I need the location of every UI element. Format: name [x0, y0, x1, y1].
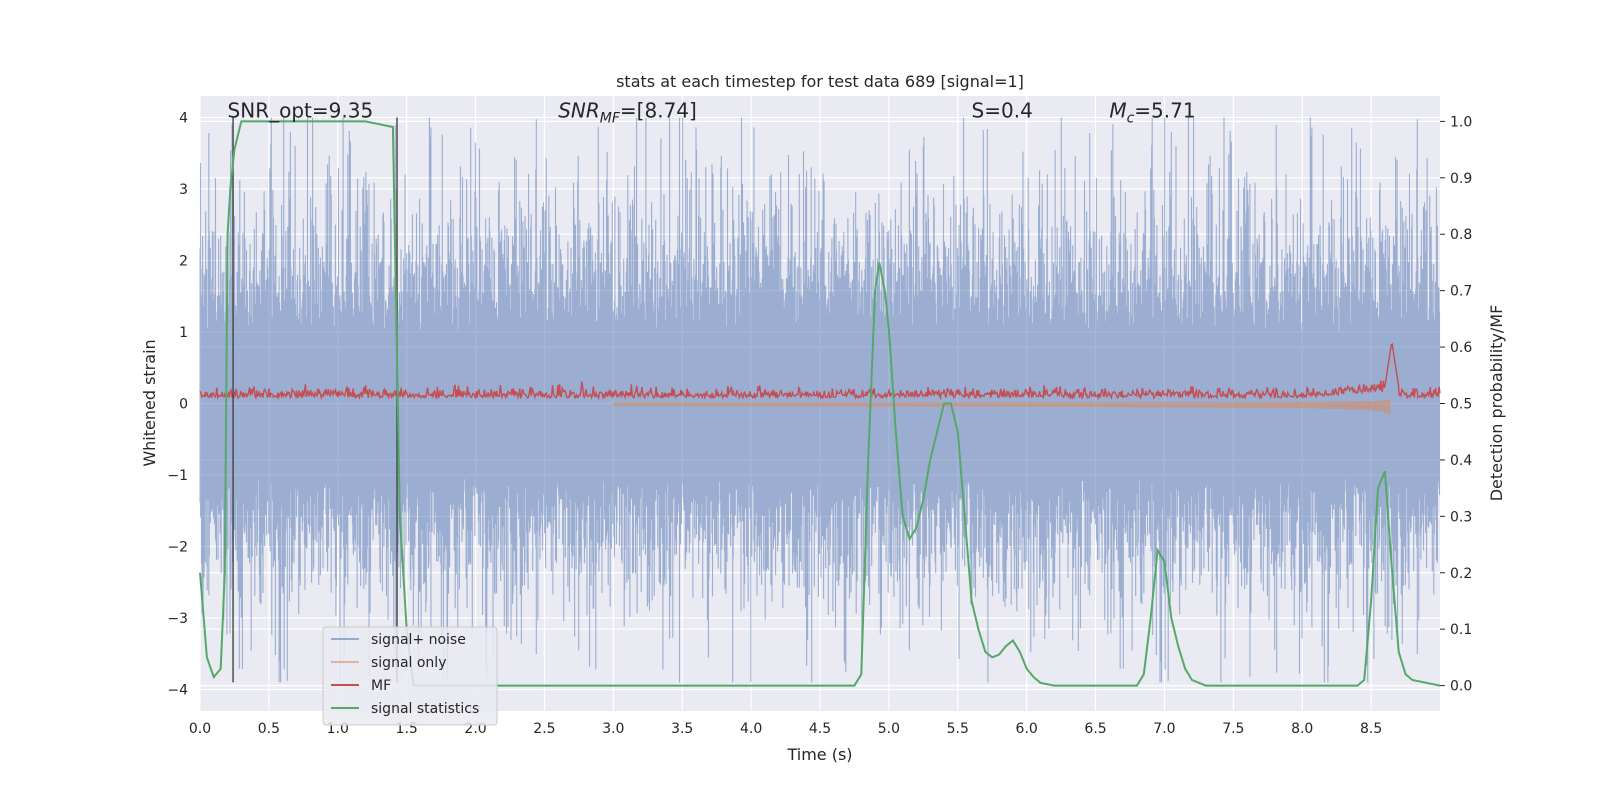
x-tick-label: 4.5: [809, 721, 831, 737]
x-tick-label: 4.0: [740, 721, 762, 737]
legend-label: signal+ noise: [371, 632, 466, 648]
y-axis-label: Whitened strain: [140, 339, 159, 466]
y-tick-label: −1: [167, 468, 188, 484]
x-tick-label: 8.0: [1291, 721, 1313, 737]
x-tick-label: 0.5: [258, 721, 280, 737]
x-tick-label: 2.5: [533, 721, 555, 737]
mf-line: [199, 342, 1441, 401]
chart-title: stats at each timestep for test data 689…: [616, 72, 1024, 91]
annotation: SNRMF=[8.74]: [558, 98, 697, 126]
annotation-base: SNR: [558, 98, 600, 122]
y2-tick-label: 0.6: [1450, 340, 1472, 356]
x-tick-label: 6.0: [1016, 721, 1038, 737]
y2-tick-label: 0.5: [1450, 397, 1472, 413]
y-tick-labels: −4 −3 −2 −1 0 1 2 3 4: [167, 110, 188, 698]
x-tick-label: 0.0: [189, 721, 211, 737]
x-tick-label: 3.5: [671, 721, 693, 737]
x-tick-label: 5.5: [947, 721, 969, 737]
y2-tick-label: 0.3: [1450, 509, 1472, 525]
y2-tick-label: 0.0: [1450, 679, 1472, 695]
annotation-sub: c: [1127, 110, 1135, 126]
y2-tick-label: 0.2: [1450, 566, 1472, 582]
y2-axis-label: Detection probability/MF: [1487, 305, 1506, 502]
annotation-sub: MF: [600, 110, 621, 126]
legend-label: signal statistics: [371, 701, 479, 717]
y-tick-label: −4: [167, 683, 188, 699]
x-tick-label: 7.0: [1153, 721, 1175, 737]
y-tick-label: 4: [179, 110, 188, 126]
y2-tick-labels: 0.0 0.1 0.2 0.3 0.4 0.5 0.6 0.7 0.8 0.9 1.0: [1440, 114, 1472, 695]
x-tick-label: 6.5: [1084, 721, 1106, 737]
y-tick-label: 2: [179, 253, 188, 269]
signal-only-series: [613, 399, 1391, 415]
legend-label: signal only: [371, 655, 446, 671]
y2-tick-label: 0.8: [1450, 227, 1472, 243]
annotation-base: M: [1109, 98, 1126, 122]
signal-noise-series: [199, 117, 1441, 683]
legend-label: MF: [371, 678, 391, 694]
annotation: SNR_opt=9.35: [228, 98, 374, 122]
annotation-value: =5.71: [1134, 98, 1195, 122]
legend-box: [322, 626, 498, 726]
y2-tick-label: 0.1: [1450, 622, 1472, 638]
signal-statistics-line: [199, 120, 1441, 687]
y-tick-label: 3: [179, 182, 188, 198]
signal-statistics-series: [199, 120, 1441, 687]
y-tick-label: 0: [179, 397, 188, 413]
x-tick-label: 7.5: [1222, 721, 1244, 737]
x-tick-label: 8.5: [1360, 721, 1382, 737]
y2-tick-label: 0.7: [1450, 284, 1472, 300]
x-axis-label: Time (s): [786, 745, 852, 764]
x-tick-label: 3.0: [602, 721, 624, 737]
signal-noise-line: [199, 117, 1441, 683]
y2-tick-label: 0.4: [1450, 453, 1472, 469]
y-tick-label: −3: [167, 611, 188, 627]
mf-series: [199, 342, 1441, 401]
annotations: SNR_opt=9.35 SNRMF=[8.74] S=0.4 Mc=5.71: [228, 98, 1196, 126]
x-tick-label: 5.0: [878, 721, 900, 737]
y2-tick-label: 1.0: [1450, 114, 1472, 130]
y2-tick-label: 0.9: [1450, 171, 1472, 187]
annotation: Mc=5.71: [1109, 98, 1195, 126]
signal-only-band: [613, 399, 1391, 415]
y-tick-label: 1: [179, 325, 188, 341]
annotation: S=0.4: [972, 98, 1033, 122]
annotation-value: =[8.74]: [620, 98, 697, 122]
y-tick-label: −2: [167, 540, 188, 556]
legend: signal+ noise signal only MF signal statist…: [322, 626, 498, 726]
